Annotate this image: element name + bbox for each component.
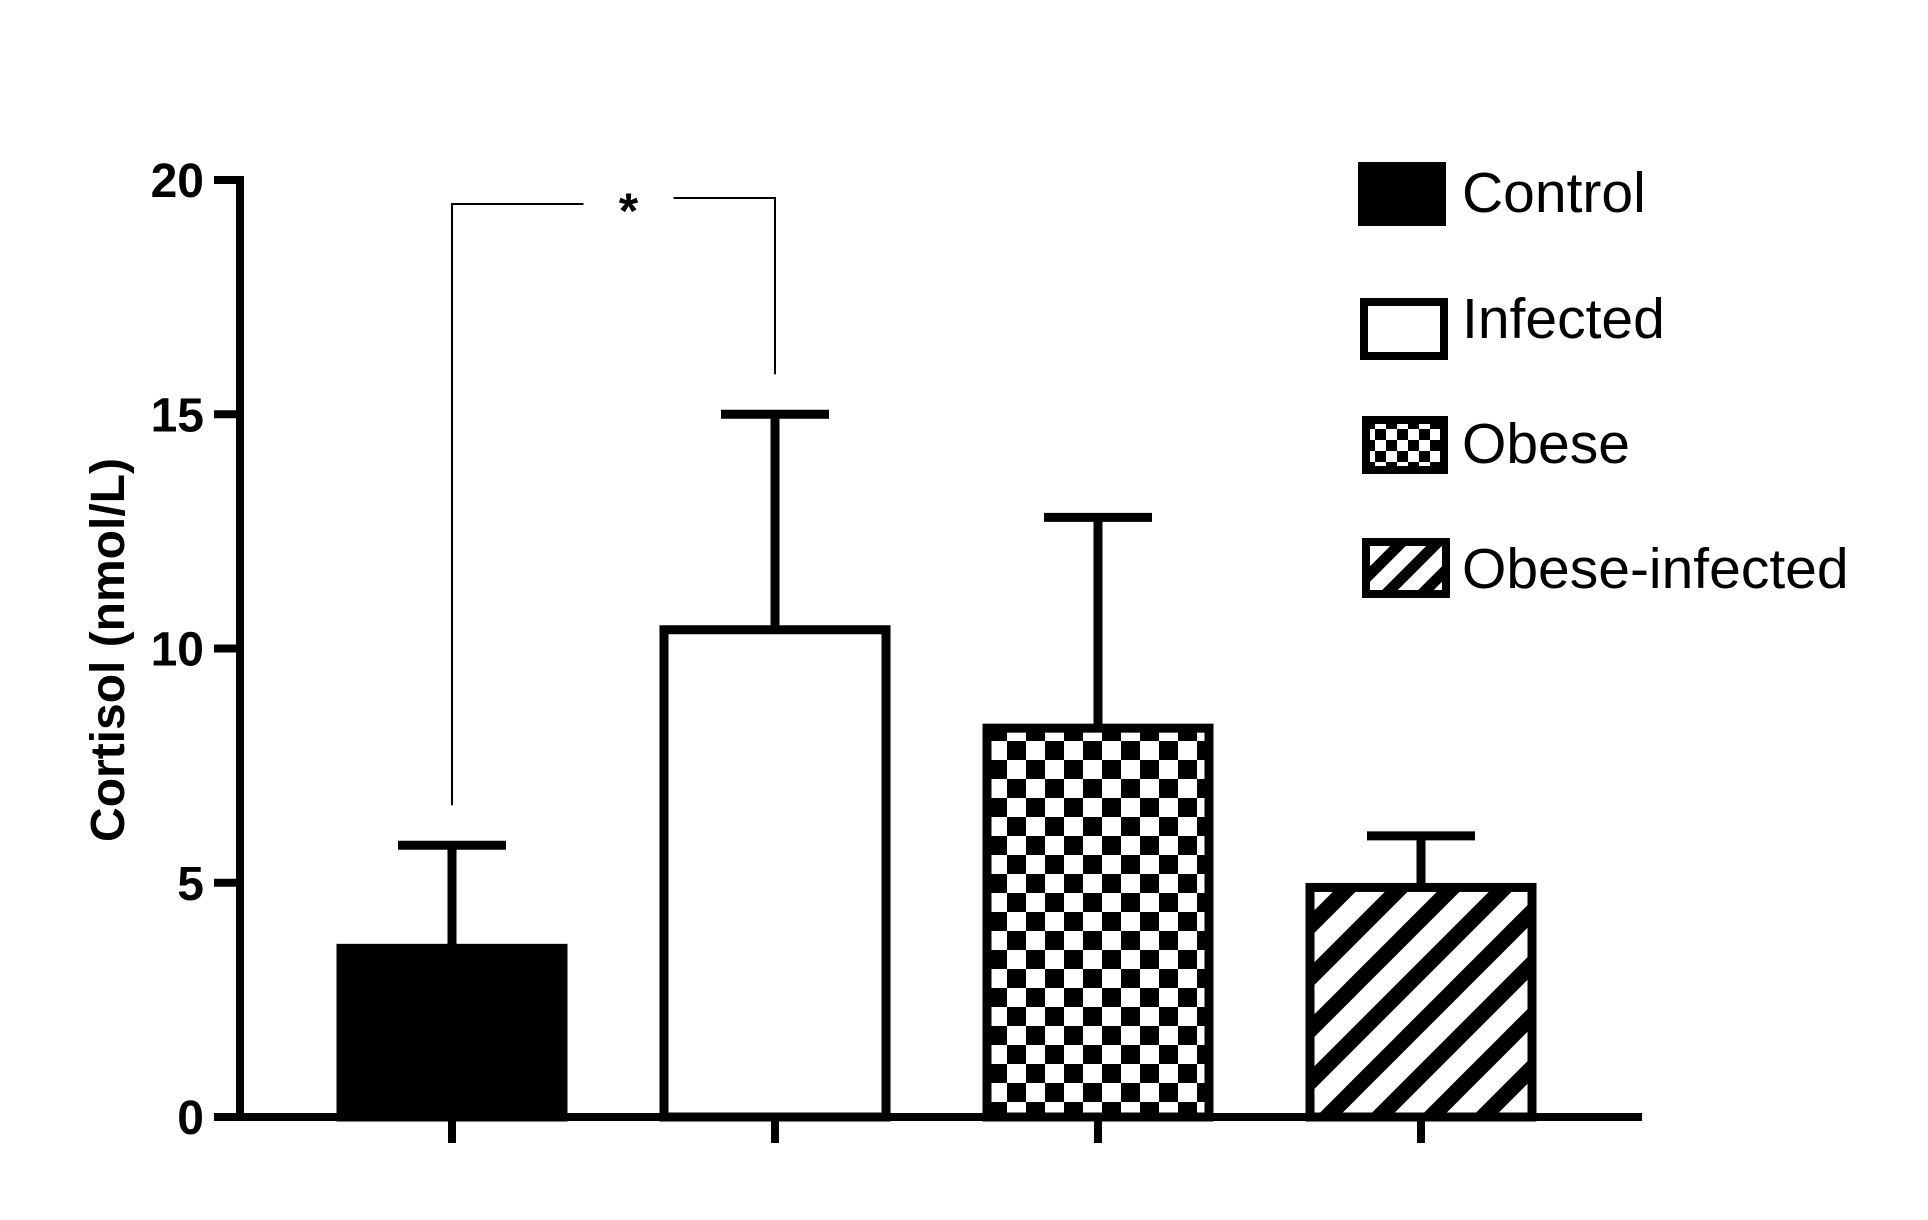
bar-control xyxy=(336,943,568,1122)
bars xyxy=(336,625,1537,1122)
y-tick-label: 5 xyxy=(177,858,204,911)
bracket-right xyxy=(673,197,776,375)
bar-obese-infected xyxy=(1305,882,1537,1122)
legend-swatch xyxy=(1362,416,1448,474)
y-axis-title: Cortisol (nmol/L) xyxy=(82,458,135,842)
legend-label: Infected xyxy=(1462,287,1665,351)
legend-swatch xyxy=(1358,162,1446,226)
y-tick-label: 0 xyxy=(177,1092,204,1145)
legend-label: Obese xyxy=(1462,412,1630,476)
legend: Control Infected Obese Obese-infected xyxy=(1358,161,1849,601)
significance-bracket: * xyxy=(451,183,776,806)
y-tick-label: 20 xyxy=(151,155,204,208)
significance-label: * xyxy=(619,183,639,239)
y-tick-label: 15 xyxy=(151,389,204,442)
y-tick-label: 10 xyxy=(151,624,204,677)
bar-obese xyxy=(982,723,1214,1122)
bracket-left xyxy=(451,203,584,806)
legend-swatch xyxy=(1362,538,1450,598)
legend-swatch xyxy=(1360,298,1448,360)
x-axis-ticks xyxy=(448,1117,1425,1143)
error-bars xyxy=(398,409,1475,949)
legend-label: Obese-infected xyxy=(1462,537,1849,601)
y-axis-ticks: 0 5 10 15 20 xyxy=(151,155,240,1145)
legend-label: Control xyxy=(1462,161,1646,225)
bar-infected xyxy=(659,625,891,1122)
